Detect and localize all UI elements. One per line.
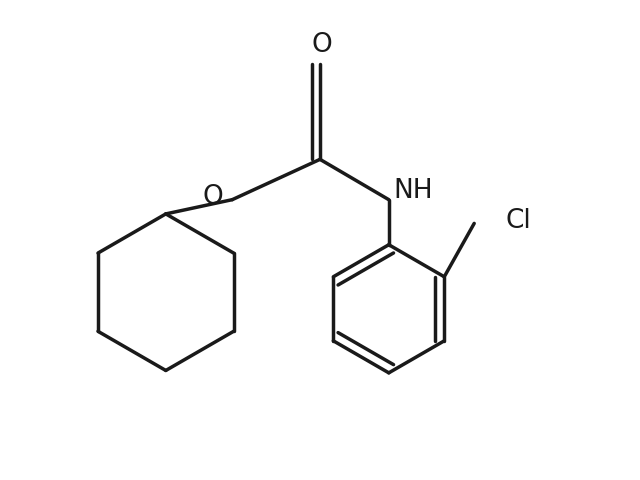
Text: O: O <box>203 184 223 210</box>
Text: O: O <box>312 33 333 59</box>
Text: NH: NH <box>394 178 433 204</box>
Text: Cl: Cl <box>505 208 531 234</box>
